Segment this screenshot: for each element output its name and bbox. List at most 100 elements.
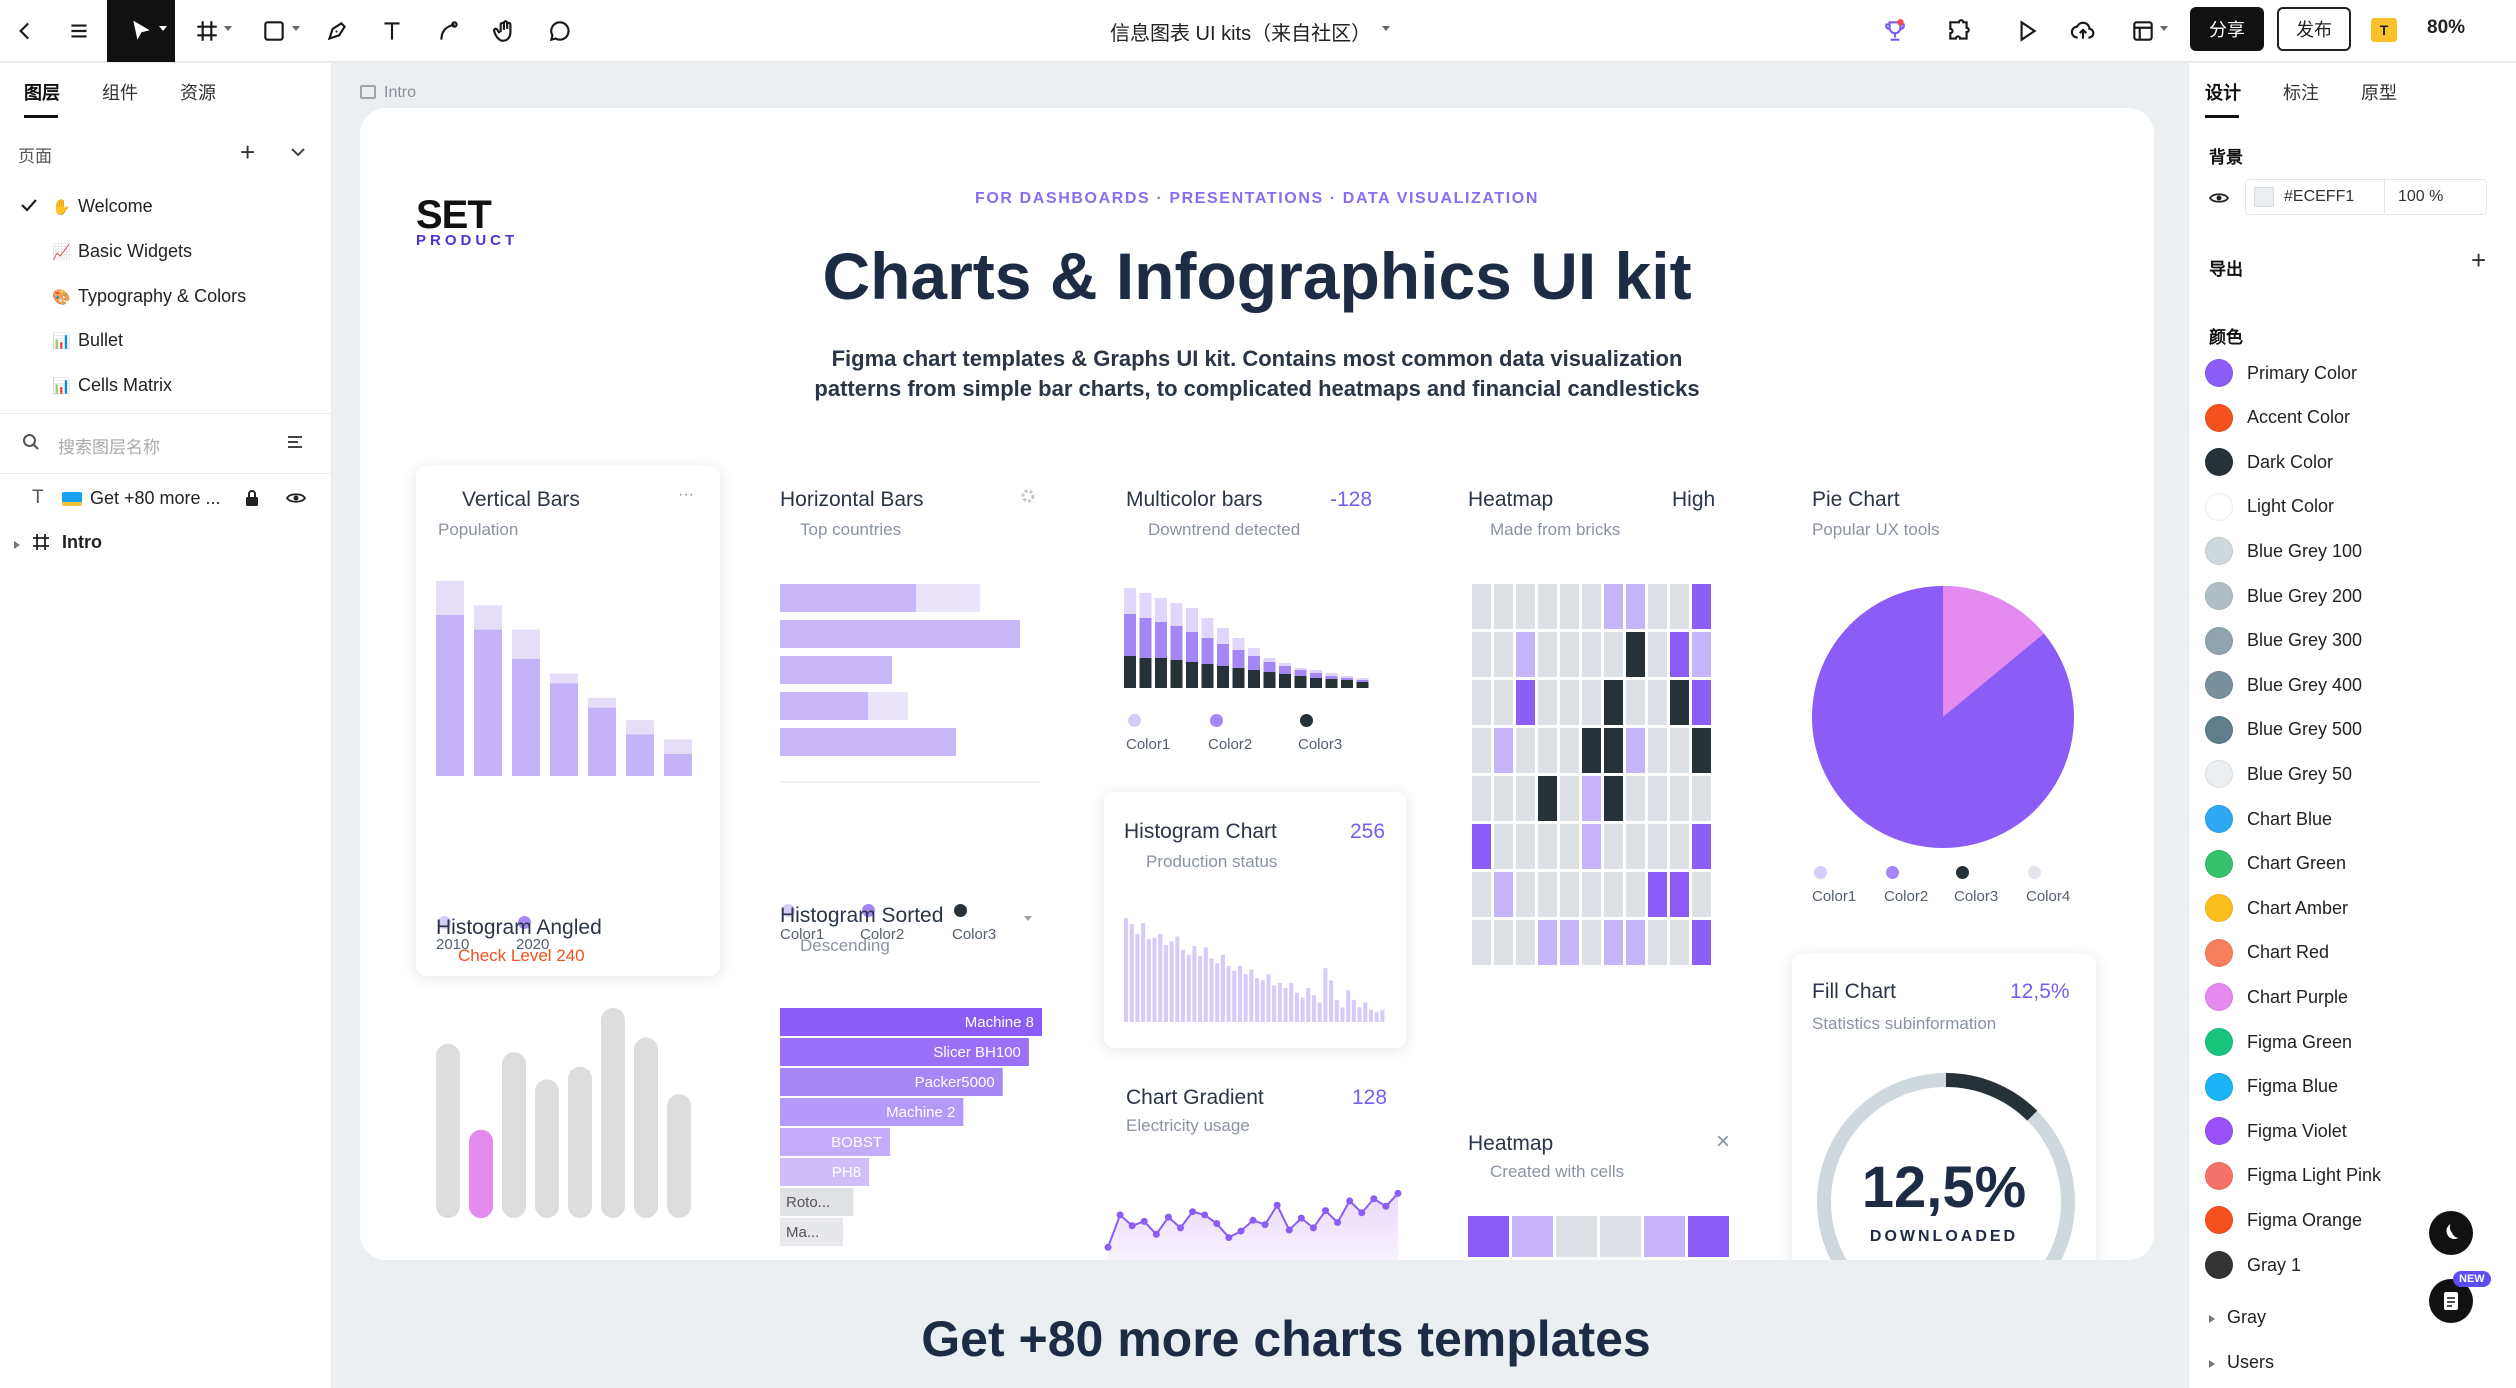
play-icon[interactable] [2008,12,2046,50]
color-style-item[interactable]: Figma Blue [2205,1072,2338,1101]
plugin-icon[interactable] [1940,12,1978,50]
text-tool-icon[interactable] [373,12,411,50]
expand-icon[interactable] [2209,1360,2215,1368]
title-dropdown-icon[interactable] [1382,26,1390,31]
color-style-item[interactable]: Blue Grey 100 [2205,537,2362,566]
line-point [1309,1224,1317,1232]
tab-design[interactable]: 设计 [2205,83,2241,103]
filter-icon[interactable] [286,433,304,456]
color-style-item[interactable]: Chart Amber [2205,894,2348,923]
color-style-item[interactable]: Figma Orange [2205,1206,2362,1235]
card-pie-chart[interactable]: Pie Chart Popular UX tools Color1 Color2… [1790,466,2090,1026]
tab-layers[interactable]: 图层 [24,83,60,103]
color-style-item[interactable]: Light Color [2205,492,2334,521]
card-histogram-chart[interactable]: Histogram Chart 256 Production status [1104,792,1406,1048]
page-item-cells-matrix[interactable]: 📊 Cells Matrix [52,375,172,396]
settings-gear-icon[interactable] [1020,488,1036,509]
logo-subtext: PRODUCT [416,232,519,249]
add-page-icon[interactable]: + [240,137,256,167]
card-subtitle: Made from bricks [1490,520,1621,539]
tab-prototype[interactable]: 原型 [2361,83,2397,103]
expand-icon[interactable] [14,541,20,549]
hand-tool-icon[interactable] [486,12,524,50]
pages-label: 页面 [18,147,52,166]
visibility-eye-icon[interactable] [285,491,307,510]
add-export-icon[interactable]: + [2471,245,2487,275]
layer-intro[interactable]: Intro [62,532,102,552]
color-style-item[interactable]: Blue Grey 300 [2205,626,2362,655]
card-histogram-sorted[interactable]: Histogram Sorted Descending Machine 8 Sli… [770,896,1060,1260]
color-style-item[interactable]: Blue Grey 400 [2205,671,2362,700]
back-icon[interactable] [6,12,44,50]
more-options-icon[interactable]: ··· [678,486,694,503]
document-title[interactable]: 信息图表 UI kits（来自社区） [1110,23,1372,45]
card-chart-gradient[interactable]: Chart Gradient 128 Electricity usage [1104,1074,1404,1260]
upload-icon[interactable] [2064,12,2102,50]
background-opacity-input[interactable]: 100 % [2398,188,2444,205]
background-hex-input[interactable]: #ECEFF1 [2284,188,2355,205]
page-item-welcome[interactable]: ✋ Welcome [52,196,153,217]
rectangle-tool-icon[interactable] [255,12,293,50]
color-style-item[interactable]: Blue Grey 500 [2205,715,2362,744]
color-style-item[interactable]: Figma Green [2205,1028,2352,1056]
color-style-item[interactable]: Figma Violet [2205,1117,2347,1146]
collapse-pages-icon[interactable] [290,145,306,163]
frame-label[interactable]: Intro [384,84,417,101]
color-style-item[interactable]: Chart Green [2205,849,2346,878]
color-style-item[interactable]: Accent Color [2205,403,2350,432]
card-multicolor-bars[interactable]: Multicolor bars -128 Downtrend detected … [1104,466,1394,866]
move-tool-button[interactable] [107,0,175,62]
card-histogram-angled[interactable]: Histogram Angled Check Level 240 [416,908,720,1260]
zoom-level[interactable]: 80% [2427,17,2466,38]
comment-tool-icon[interactable] [541,12,579,50]
page-item-basic-widgets[interactable]: 📈 Basic Widgets [52,241,192,262]
close-icon[interactable]: × [1716,1128,1731,1155]
color-swatch [2205,359,2233,387]
publish-button[interactable]: 发布 [2277,7,2351,51]
intro-frame[interactable]: SET PRODUCT FOR DASHBOARDS · PRESENTATIO… [360,108,2154,1260]
tab-inspect[interactable]: 标注 [2283,83,2319,103]
page-item-bullet[interactable]: 📊 Bullet [52,330,123,351]
color-style-item[interactable]: Blue Grey 200 [2205,582,2362,610]
trophy-icon[interactable] [1876,12,1914,50]
color-style-item[interactable]: Chart Purple [2205,983,2348,1012]
page-item-typography[interactable]: 🎨 Typography & Colors [52,286,246,307]
card-horizontal-bars[interactable]: Horizontal Bars Top countries Color1 Col… [770,466,1050,946]
share-button[interactable]: 分享 [2190,7,2264,51]
card-fill-chart[interactable]: Fill Chart 12,5% Statistics subinformati… [1792,954,2096,1260]
background-fill-field[interactable]: #ECEFF1 100 % [2245,179,2487,215]
color-style-item[interactable]: Gray 1 [2205,1251,2301,1279]
color-style-item[interactable]: Blue Grey 50 [2205,760,2352,789]
color-style-item[interactable]: Chart Blue [2205,805,2332,833]
tab-components[interactable]: 组件 [102,83,138,103]
color-group-gray[interactable]: Gray [2209,1307,2266,1328]
color-style-item[interactable]: Dark Color [2205,448,2333,477]
frame-tool-icon[interactable] [188,12,226,50]
color-style-item[interactable]: Primary Color [2205,359,2357,387]
export-label: 导出 [2209,260,2243,279]
tab-assets[interactable]: 资源 [180,83,216,103]
pen-tool-icon[interactable] [318,12,356,50]
dropdown-icon[interactable] [1024,916,1032,921]
dark-mode-moon-icon[interactable] [2429,1211,2473,1255]
expand-icon[interactable] [2209,1315,2215,1323]
color-group-users[interactable]: Users [2209,1352,2274,1373]
connector-tool-icon[interactable] [430,12,468,50]
layer-search-input[interactable]: 搜索图层名称 [58,438,160,457]
card-vertical-bars[interactable]: Vertical Bars Population ··· 2010 2020 [416,466,720,976]
layout-icon[interactable] [2124,12,2162,50]
layer-get-more[interactable]: Get +80 more ... [90,488,221,508]
menu-icon[interactable] [60,12,98,50]
heatmap-brick [1472,632,1491,677]
visibility-eye-icon[interactable] [2208,191,2230,210]
card-heatmap-bricks[interactable]: Heatmap High Made from bricks [1446,466,1736,1086]
lock-icon[interactable] [244,489,260,512]
color-style-item[interactable]: Figma Light Pink [2205,1161,2381,1190]
plugin-badge[interactable]: T [2371,18,2397,42]
background-swatch[interactable] [2254,187,2274,207]
card-heatmap-cells[interactable]: Heatmap × Created with cells [1446,1122,1736,1260]
card-value: 128 [1352,1086,1388,1109]
heatmap-brick [1538,584,1557,629]
histogram-bar [1124,918,1129,1022]
color-style-item[interactable]: Chart Red [2205,938,2329,967]
